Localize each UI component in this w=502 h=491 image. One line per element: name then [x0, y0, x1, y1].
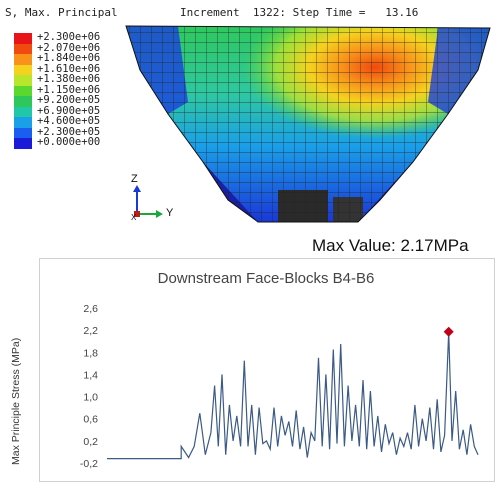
legend-title: S, Max. Principal — [5, 6, 118, 19]
y-tick-label: 2,6 — [83, 303, 98, 315]
legend-swatch — [14, 117, 32, 128]
contour-legend: +2.300e+06 +2.070e+06 +1.840e+06 +1.610e+06… — [0, 0, 130, 160]
legend-label: +2.300e+05 — [37, 125, 101, 138]
legend-swatch — [14, 33, 32, 44]
legend-label: +9.200e+05 — [37, 94, 101, 106]
legend-label: +2.070e+06 — [37, 41, 101, 54]
legend-label: +6.900e+05 — [37, 104, 101, 117]
legend-swatch — [14, 127, 32, 139]
chart-title: Downstream Face-Blocks B4-B6 — [157, 270, 375, 287]
max-value-label: Max Value: 2.17MPa — [312, 236, 469, 255]
max-value-marker — [443, 326, 454, 337]
axis-x-label: X — [131, 213, 137, 222]
legend-label: +2.300e+06 — [37, 31, 101, 43]
stress-series-line — [107, 331, 479, 460]
legend-label: +1.840e+06 — [37, 52, 101, 64]
legend-swatch — [14, 75, 32, 86]
y-tick-label: 2,2 — [83, 325, 98, 337]
axis-triad — [133, 185, 163, 218]
increment-label: Increment 1322: Step Time = 13.16 — [180, 6, 419, 19]
legend-label: +4.600e+05 — [37, 115, 101, 127]
legend-label: +1.610e+06 — [37, 62, 101, 75]
y-tick-label: 1,0 — [83, 392, 98, 404]
legend-swatch — [14, 96, 32, 107]
legend-label: +0.000e+00 — [37, 136, 101, 148]
y-tick-label: -0,2 — [80, 458, 98, 470]
legend-label: +1.150e+06 — [37, 83, 101, 96]
y-tick-label: 1,4 — [83, 369, 98, 381]
legend-swatch — [14, 106, 32, 118]
y-tick-label: 0,2 — [83, 436, 98, 448]
legend-swatch — [14, 54, 32, 65]
legend-swatch — [14, 43, 32, 55]
axis-z-label: Z — [131, 173, 138, 185]
y-tick-label: 0,6 — [83, 414, 98, 426]
legend-swatch — [14, 85, 32, 97]
axis-y-label: Y — [166, 207, 174, 219]
legend-label: +1.380e+06 — [37, 73, 101, 85]
legend-swatch — [14, 64, 32, 76]
y-tick-label: 1,8 — [83, 347, 98, 359]
legend-swatch — [14, 138, 32, 149]
fe-contour-plot — [125, 25, 491, 223]
